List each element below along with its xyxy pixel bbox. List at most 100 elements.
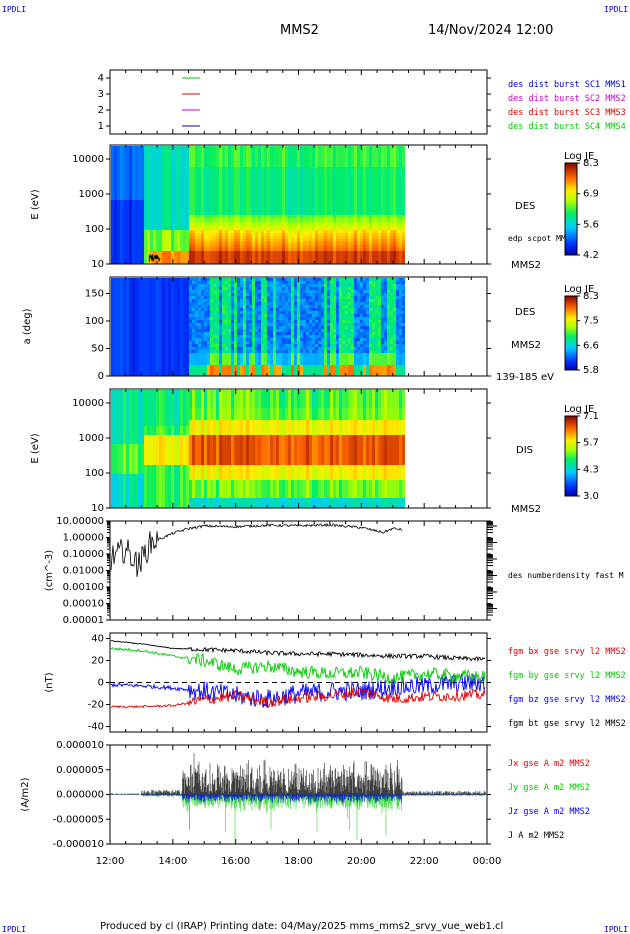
- current-tick-label: 0.000000: [56, 790, 104, 801]
- dis-energy-colorbar-tick-label: 7.1: [583, 411, 599, 422]
- dis-energy-colorbar-bar: [564, 415, 578, 497]
- burst-legend-label: des dist burst SC3 MMS3: [508, 108, 626, 118]
- burst-legend-label: des dist burst SC1 MMS1: [508, 80, 626, 90]
- bfield-trace-bt: [110, 640, 486, 663]
- des-pitch-tick-label: 100: [85, 316, 104, 327]
- burst-legend-label: des dist burst SC4 MMS4: [508, 122, 626, 132]
- des-energy-colorbar-bar: [564, 162, 578, 256]
- density-tick-label: 1.00000: [63, 533, 104, 544]
- burst-legend-label: des dist burst SC2 MMS2: [508, 94, 626, 104]
- dis-energy-bottom-label: MMS2: [511, 504, 541, 515]
- corner-label-top-right: IPDLI: [604, 5, 628, 14]
- bfield-legend-label: fgm bz gse srvy l2 MMS2: [508, 695, 626, 705]
- burst-tick-label: 2: [98, 105, 104, 116]
- plot-datetime: 14/Nov/2024 12:00: [428, 23, 553, 38]
- time-axis: 12:00 14:00 16:00 18:00 20:00 22:00 00:00: [96, 856, 502, 867]
- dis-energy-tick-label: 1000: [79, 433, 104, 444]
- density-tick-label: 0.00001: [63, 615, 104, 626]
- time-tick-label: 18:00: [284, 856, 313, 867]
- dis-energy-heatmap: [111, 390, 405, 508]
- des-pitch-ylabel: a (deg): [22, 308, 33, 344]
- des-pitch-tick-label: 150: [85, 289, 104, 300]
- bfield-trace-bz: [110, 672, 486, 708]
- bfield-tick-label: 40: [91, 634, 104, 645]
- current-ylabel: (A/m2): [20, 777, 31, 811]
- scpot-trace: [148, 253, 161, 262]
- des-pitch-heatmap: [111, 278, 405, 376]
- des-energy-label: DES: [515, 201, 535, 212]
- dis-energy-colorbar-title: Log JE: [564, 404, 594, 415]
- density-ylabel: (cm^-3): [44, 550, 55, 591]
- dis-energy-colorbar-tick-label: 5.7: [583, 438, 599, 449]
- des-energy-tick-label: 1000: [79, 189, 104, 200]
- current-tick-label: 0.000010: [56, 740, 104, 751]
- density-legend-label: des numberdensity fast M: [508, 571, 624, 580]
- des-pitch-colorbar-bar: [564, 295, 578, 371]
- time-tick-label: 16:00: [221, 856, 250, 867]
- density-trace: [110, 522, 403, 577]
- density-tick-label: 0.00010: [63, 599, 104, 610]
- des-pitch-colorbar-tick-label: 6.6: [583, 340, 599, 351]
- dis-energy-tick-label: 10000: [72, 398, 104, 409]
- burst-tick-label: 1: [98, 121, 104, 132]
- current-trace-jz: [111, 794, 486, 804]
- bfield-legend-label: fgm bt gse srvy l2 MMS2: [508, 719, 626, 729]
- des-energy-bottom-label: MMS2: [511, 260, 541, 271]
- current-tick-label: -0.000005: [53, 814, 104, 825]
- bfield-tick-label: 20: [91, 656, 104, 667]
- current-legend-label: Jz gse A m2 MMS2: [508, 807, 590, 817]
- burst-tick-label: 3: [98, 89, 104, 100]
- des-pitch-colorbar-tick-label: 8.3: [583, 291, 599, 302]
- dis-energy-colorbar-tick-label: 4.3: [583, 464, 599, 475]
- des-pitch-label: DES: [515, 307, 535, 318]
- bfield-trace-by: [110, 647, 486, 685]
- current-tick-label: -0.000010: [53, 839, 104, 850]
- dis-energy-tick-label: 10: [91, 503, 104, 514]
- dis-energy-tick-label: 100: [85, 468, 104, 479]
- panels-group: 4 3 2 1 des dist burst SC1 MMS1 des dist burs…: [20, 69, 626, 850]
- des-energy-colorbar-tick-label: 5.6: [583, 219, 599, 230]
- des-pitch-tick-label: 50: [91, 344, 104, 355]
- time-tick-label: 00:00: [473, 856, 502, 867]
- time-tick-label: 14:00: [158, 856, 187, 867]
- dis-energy-label: DIS: [516, 445, 533, 456]
- corner-label-bottom-right: IPDLI: [604, 925, 628, 934]
- des-energy-label2: edp scpot MMS2: [508, 234, 576, 243]
- bfield-ylabel: (nT): [44, 672, 55, 692]
- corner-label-top-left: IPDLI: [2, 5, 26, 14]
- des-energy-colorbar-tick-label: 4.2: [583, 250, 599, 261]
- bfield-tick-label: 0: [98, 678, 104, 689]
- time-tick-label: 20:00: [347, 856, 376, 867]
- des-energy-ylabel: E (eV): [30, 189, 41, 219]
- des-energy-colorbar-tick-label: 8.3: [583, 158, 599, 169]
- footer-text: Produced by cl (IRAP) Printing date: 04/…: [100, 921, 503, 932]
- bfield-legend-label: fgm bx gse srvy l2 MMS2: [508, 647, 626, 657]
- plot-title: MMS2: [280, 23, 319, 38]
- time-tick-label: 22:00: [410, 856, 439, 867]
- des-pitch-bottom-label: 139-185 eV: [496, 372, 554, 383]
- des-pitch-tick-label: 0: [98, 371, 104, 382]
- burst-tick-label: 4: [98, 73, 104, 84]
- des-energy-colorbar-tick-label: 6.9: [583, 189, 599, 200]
- des-energy-tick-label: 10000: [72, 154, 104, 165]
- current-trace-jy: [110, 794, 486, 843]
- des-pitch-label2: MMS2: [511, 340, 541, 351]
- current-legend-label: Jy gse A m2 MMS2: [508, 783, 590, 793]
- dis-energy-colorbar-tick-label: 3.0: [583, 491, 599, 502]
- density-tick-label: 10.00000: [56, 516, 104, 527]
- current-tick-label: 0.000005: [56, 765, 104, 776]
- bfield-tick-label: -40: [88, 722, 104, 733]
- time-tick-label: 12:00: [96, 856, 125, 867]
- density-tick-label: 0.10000: [63, 549, 104, 560]
- des-energy-tick-label: 10: [91, 259, 104, 270]
- current-trace-j: [110, 753, 486, 795]
- des-energy-tick-label: 100: [85, 224, 104, 235]
- des-energy-colorbar-title: Log JE: [564, 151, 594, 162]
- current-legend-label: J A m2 MMS2: [508, 831, 564, 841]
- current-legend-label: Jx gse A m2 MMS2: [508, 759, 590, 769]
- bfield-trace-bx: [110, 686, 486, 709]
- bfield-legend-label: fgm by gse srvy l2 MMS2: [508, 671, 626, 681]
- des-pitch-colorbar-tick-label: 7.5: [583, 316, 599, 327]
- des-energy-heatmap: [111, 146, 405, 264]
